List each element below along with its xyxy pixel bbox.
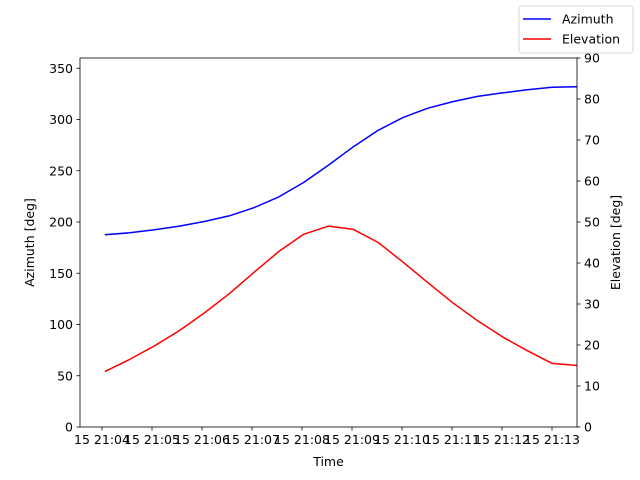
x-tick-label: 15 21:06 [174,432,230,447]
right-y-tick-label: 40 [584,256,600,271]
legend: Azimuth Elevation [518,5,634,54]
right-y-tick-label: 50 [584,215,600,230]
left-y-tick-label: 150 [49,266,73,281]
left-y-tick-label: 350 [49,61,73,76]
legend-label: Elevation [562,32,620,47]
legend-box [518,5,634,54]
x-tick-label: 15 21:08 [274,432,330,447]
right-y-tick-label: 0 [584,420,592,435]
left-y-tick-label: 200 [49,215,73,230]
plot-lines [104,85,578,373]
series-line-elevation [104,225,578,373]
x-tick-label: 15 21:11 [424,432,480,447]
right-y-tick-label: 10 [584,379,600,394]
left-y-tick-label: 300 [49,112,73,127]
left-y-axis: 0 50 100 150 200 250 300 350 [49,61,80,435]
right-y-tick-label: 20 [584,338,600,353]
left-y-axis-label: Azimuth [deg] [22,198,37,287]
right-y-tick-label: 60 [584,174,600,189]
x-tick-label: 15 21:09 [324,432,380,447]
left-y-tick-label: 250 [49,163,73,178]
x-tick-label: 15 21:13 [524,432,580,447]
x-tick-label: 15 21:05 [124,432,180,447]
x-axis-label: Time [312,454,344,469]
right-y-tick-label: 90 [584,51,600,66]
left-y-tick-label: 0 [65,420,73,435]
legend-label: Azimuth [562,12,614,27]
left-y-tick-label: 100 [49,317,73,332]
series-line-azimuth [104,85,578,236]
right-y-tick-label: 30 [584,297,600,312]
right-y-tick-label: 70 [584,133,600,148]
x-tick-label: 15 21:07 [224,432,280,447]
x-tick-label: 15 21:12 [474,432,530,447]
right-y-axis-label: Elevation [deg] [608,195,623,290]
right-y-tick-label: 80 [584,92,600,107]
plot-frame [79,57,578,428]
x-tick-label: 15 21:04 [74,432,130,447]
left-y-tick-label: 50 [57,368,73,383]
x-tick-label: 15 21:10 [374,432,430,447]
right-y-axis: 0 10 20 30 40 50 60 70 80 90 [577,51,600,435]
